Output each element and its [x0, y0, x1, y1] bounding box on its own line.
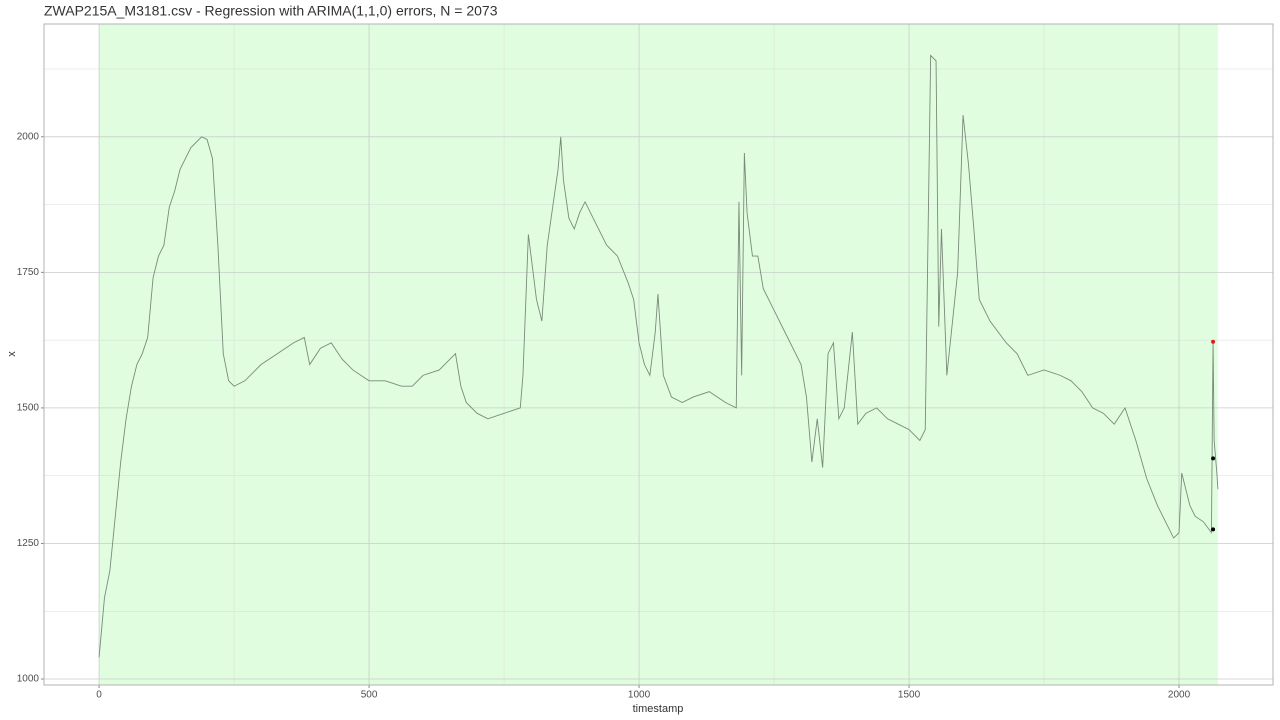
panel-border — [43, 23, 1274, 686]
y-tick-label: 1250 — [17, 538, 40, 549]
y-axis-label: x — [6, 351, 18, 357]
highlight-region — [99, 24, 1218, 685]
chart-title: ZWAP215A_M3181.csv - Regression with ARI… — [44, 3, 498, 19]
y-tick-label: 1500 — [17, 403, 40, 414]
x-tick-label: 0 — [96, 690, 102, 701]
point — [1211, 456, 1216, 461]
y-tick-label: 1750 — [17, 267, 40, 278]
y-tick-label: 1000 — [17, 674, 40, 685]
point — [1211, 339, 1216, 344]
x-axis-label: timestamp — [633, 703, 684, 715]
x-tick-label: 2000 — [1168, 690, 1191, 701]
series-line — [98, 54, 1219, 658]
y-tick-label: 2000 — [17, 131, 40, 142]
x-tick-label: 1000 — [628, 690, 651, 701]
x-tick-label: 500 — [361, 690, 378, 701]
x-tick-label: 1500 — [898, 690, 921, 701]
point — [1211, 527, 1216, 532]
